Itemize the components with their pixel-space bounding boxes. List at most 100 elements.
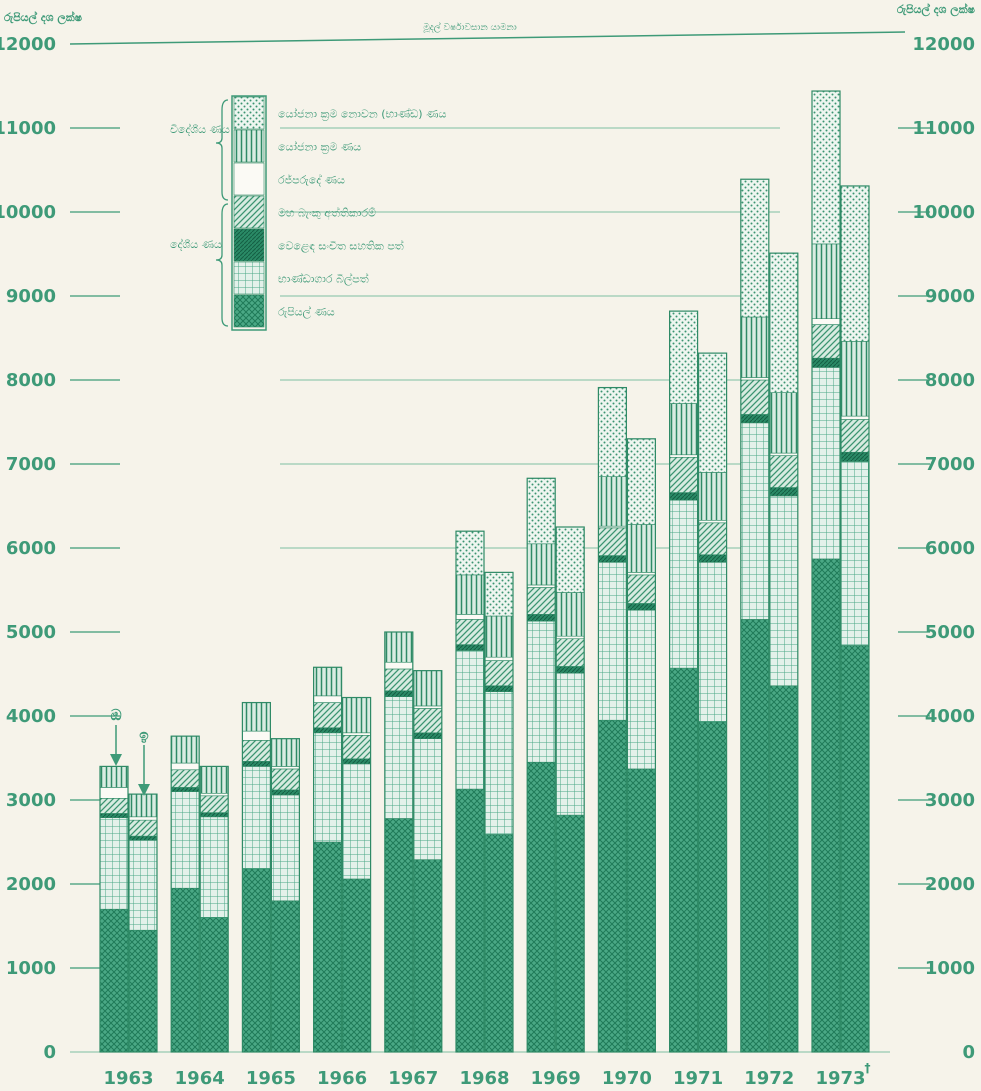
y-tick-label-right: 9000 <box>925 286 975 307</box>
bar-segment-1973-a-s3 <box>811 324 841 359</box>
legend-group-foreign: විදේශීය ණය <box>170 122 230 136</box>
bar-outline-1969-a <box>526 477 556 1053</box>
bar-segment-1965-a-s4 <box>242 730 271 741</box>
bar-segment-1964-b-s3 <box>199 795 229 813</box>
bar-segment-1971-b-s6 <box>698 352 727 473</box>
bar-segment-1965-a-s3 <box>242 740 271 762</box>
bar-segment-1970-b-s4 <box>627 572 656 576</box>
bar-segment-1968-b-s4 <box>484 656 514 661</box>
bar-segment-1966-a-s2 <box>313 727 342 734</box>
bar-segment-1972-a-s6 <box>740 178 770 318</box>
legend-swatch-6 <box>233 96 265 130</box>
y-tick-label-left: 1000 <box>6 958 56 979</box>
bar-segment-1966-b-s5 <box>342 697 371 734</box>
y-tick-label-left: 12000 <box>0 34 56 55</box>
bar-segment-1970-b-s0 <box>627 768 656 1053</box>
bar-segment-1966-b-s1 <box>342 763 371 880</box>
bar-segment-1968-a-s0 <box>455 788 485 1053</box>
bar-segment-1965-b-s4 <box>271 766 300 770</box>
bar-segment-1963-b-s0 <box>128 929 158 1053</box>
bar-segment-1972-a-s4 <box>740 377 770 381</box>
bar-segment-1972-a-s5 <box>740 316 770 378</box>
y-tick-label-right: 10000 <box>912 202 975 223</box>
bar-outline-1968-a <box>455 530 485 1053</box>
bar-segment-1968-b-s5 <box>484 615 514 658</box>
y-tick-label-right: 7000 <box>925 454 975 475</box>
bar-segment-1973-b-s5 <box>840 341 870 417</box>
bar-segment-1963-b-s5 <box>128 793 158 818</box>
x-tick-label-1972: 1972 <box>744 1068 794 1089</box>
bar-outline-1967-a <box>384 631 414 1053</box>
bar-segment-1964-b-s4 <box>199 792 229 797</box>
bar-outline-1966-b <box>342 696 372 1053</box>
x-tick-label-1966: 1966 <box>317 1068 367 1089</box>
annotation-first-bar: ඔ <box>110 706 121 724</box>
bar-segment-1964-b-s0 <box>199 917 229 1053</box>
bar-outline-1971-a <box>668 310 699 1053</box>
bar-segment-1967-b-s3 <box>413 708 443 734</box>
bar-segment-1966-a-s3 <box>313 702 342 729</box>
y-tick-label-right: 12000 <box>912 34 975 55</box>
bar-segment-1967-a-s1 <box>384 696 414 819</box>
bar-segment-1967-a-s3 <box>384 668 414 692</box>
legend-brace-foreign <box>215 99 229 201</box>
bar-segment-1972-b-s5 <box>769 392 799 454</box>
bar-segment-1971-a-s1 <box>669 499 698 669</box>
bar-segment-1973-b-s0 <box>840 645 870 1053</box>
legend-label-5: යෝජනා ක්‍රම ණය <box>278 140 361 154</box>
bar-segment-1972-b-s2 <box>769 487 799 497</box>
bar-segment-1969-a-s4 <box>526 584 556 588</box>
bar-segment-1963-b-s4 <box>128 816 158 821</box>
x-tick-label-1971: 1971 <box>673 1068 723 1089</box>
bar-segment-1964-a-s1 <box>170 791 200 889</box>
bar-segment-1970-a-s5 <box>598 476 627 527</box>
bar-segment-1968-a-s3 <box>455 619 485 645</box>
bar-segment-1963-a-s0 <box>99 908 129 1053</box>
x-tick-label-1964: 1964 <box>175 1068 225 1089</box>
bar-segment-1973-b-s3 <box>840 419 870 453</box>
bar-segment-1968-b-s0 <box>484 834 514 1053</box>
bar-segment-1969-b-s4 <box>555 635 585 640</box>
bar-segment-1973-a-s2 <box>811 357 841 368</box>
bar-segment-1969-b-s1 <box>555 672 585 816</box>
legend-swatch-1 <box>233 261 265 295</box>
bar-segment-1971-b-s5 <box>698 472 727 521</box>
bar-segment-1967-b-s2 <box>413 732 443 739</box>
bar-segment-1964-a-s2 <box>170 787 200 792</box>
top-guideline <box>69 31 906 45</box>
legend: යෝජනා ක්‍රම නොවන (භාණ්ඩ) ණය යෝජනා ක්‍රම ණ… <box>170 95 446 331</box>
bar-outline-1966-a <box>313 666 343 1053</box>
bar-segment-1971-a-s0 <box>669 667 698 1053</box>
legend-swatch-0 <box>233 294 265 328</box>
bar-segment-1967-b-s1 <box>413 738 443 860</box>
y-axis-label-left: රුපියල් දශ ලක්ෂ <box>4 10 83 26</box>
bar-segment-1966-a-s1 <box>313 732 342 843</box>
bar-segment-1964-a-s3 <box>170 769 200 788</box>
bar-segment-1972-a-s1 <box>740 422 770 620</box>
bar-segment-1973-b-s2 <box>840 451 870 462</box>
bar-segment-1973-a-s5 <box>811 243 841 319</box>
bar-segment-1964-a-s0 <box>170 887 200 1053</box>
bar-segment-1964-a-s5 <box>170 735 200 764</box>
bar-outline-1973-a <box>811 90 841 1053</box>
bar-segment-1965-a-s0 <box>242 868 271 1053</box>
bar-segment-1967-a-s5 <box>384 631 414 663</box>
legend-label-2: වෙළෙඳ සංචිත සහතික පත් <box>278 238 404 253</box>
bar-outline-1965-b <box>270 738 300 1053</box>
bar-segment-1969-a-s6 <box>526 477 556 545</box>
chart-title: මූදල් වර්ෂාවසාන යාමනා <box>423 22 517 33</box>
bar-segment-1966-b-s2 <box>342 758 371 765</box>
bar-segment-1970-b-s5 <box>627 524 656 573</box>
bar-outline-1973-b <box>840 185 870 1053</box>
bar-segment-1965-b-s5 <box>271 738 300 767</box>
x-ticks: 1963 1964 1965 1966 1967 1968 1969 1970 1971 1972… <box>103 1061 870 1089</box>
bar-segment-1963-b-s1 <box>128 840 158 931</box>
bar-segment-1963-a-s3 <box>99 798 129 814</box>
bar-segment-1969-b-s6 <box>555 526 585 593</box>
bar-segment-1963-a-s5 <box>99 766 129 788</box>
legend-label-3: මහ බැංකු අත්තිකාරම් <box>278 205 376 220</box>
y-tick-label-left: 6000 <box>6 538 56 559</box>
bar-segment-1971-b-s2 <box>698 554 727 563</box>
annotation-second-bar: ඉ <box>139 726 149 744</box>
